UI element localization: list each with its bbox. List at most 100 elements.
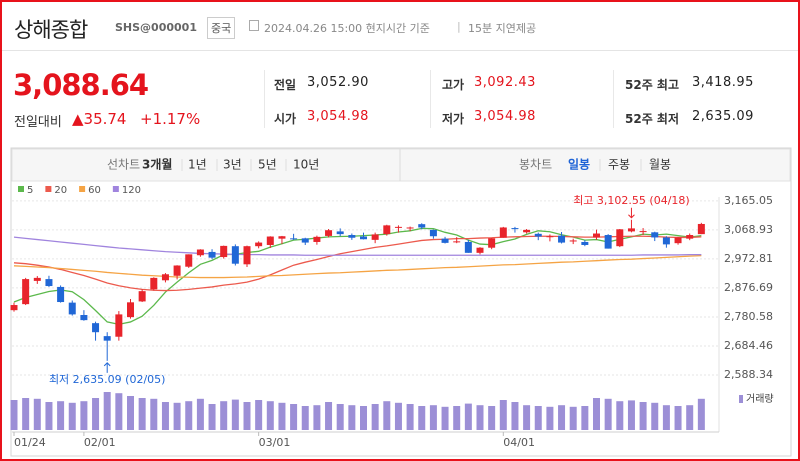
x-tick-label: 01/24 [14,436,46,449]
y-tick-label: 3,165.05 [724,194,773,207]
volume-bar [103,392,111,430]
stat-label: 고가 [442,78,465,92]
timestamp: 2024.04.26 15:00 현지시간 기준 [264,22,430,35]
volume-bar [394,402,402,430]
period-tab[interactable]: 1년 [188,158,207,172]
candle-body [558,235,566,243]
candle-body [523,229,531,233]
period-tab[interactable]: 월봉 [649,158,671,172]
volume-bar [185,401,193,430]
volume-bar [173,402,181,430]
candle-body [546,236,554,238]
chart-frame [10,147,792,457]
candle-body [103,336,111,341]
tab-label: 봉차트 [519,158,552,172]
candle-body [371,234,379,240]
volume-bar [301,406,309,430]
period-tab[interactable]: 10년 [293,158,319,172]
annotation: 최저 2,635.09 (02/05) [49,373,166,386]
volume-bar [208,404,216,430]
candle-body [220,245,228,258]
volume-bar [418,406,426,430]
moving-average [13,236,702,256]
volume-bar [33,398,41,430]
candle-body [150,277,158,290]
legend-label: 5 [27,185,33,196]
candle-body [301,238,309,243]
candle-body [697,223,705,235]
period-tab[interactable]: 일봉 [568,158,590,172]
volume-bar [383,401,391,430]
separator [430,70,431,128]
stat-label: 전일 [274,78,297,92]
delay-note: 15분 지연제공 [468,22,537,35]
volume-bar [686,405,694,430]
volume-bar [371,404,379,430]
x-tick-label: 03/01 [259,436,291,449]
market-tag: 중국 [207,17,236,39]
annotation-arrowhead [103,362,111,367]
moving-average [13,227,702,326]
stat-label: 시가 [274,112,297,126]
x-tick-label: 04/01 [503,436,535,449]
volume-bar [138,398,146,430]
candle-body [616,229,624,247]
index-title: 상해종합 [14,18,88,42]
volume-bar [68,402,76,430]
volume-bar [523,405,531,430]
candle-body [593,233,600,238]
volume-bar [290,404,298,430]
stat-label: 52주 최고 [625,78,679,92]
candle-body [674,237,682,244]
candle-body [115,314,123,337]
candle-body [499,227,507,238]
volume-bar [22,398,30,430]
candle-body [336,231,344,235]
candle-body [627,228,635,232]
candle-body [92,323,100,333]
volume-bar [581,406,589,430]
volume-bar [115,393,123,430]
candle-body [662,237,670,245]
price: 3,088.64 [13,68,149,102]
candle-body [313,236,321,242]
volume-bar [45,402,53,430]
volume-bar [406,404,414,430]
candle-body [266,236,274,245]
volume-bar [150,398,158,430]
candle-body [208,251,216,258]
divider [2,50,798,51]
volume-bar [10,400,18,430]
y-tick-label: 2,684.46 [724,339,773,352]
volume-bar [639,402,647,430]
separator: | [457,20,461,33]
candle-body [185,254,193,267]
candle-body [581,241,589,245]
legend-label: 60 [88,185,101,196]
period-tab[interactable]: 주봉 [608,158,630,172]
candle-body [406,227,414,229]
stat-label: 52주 최저 [625,112,679,126]
tab-bar [11,148,791,182]
candle-body [196,249,204,256]
volume-bar [488,406,496,430]
volume-bar [313,405,321,430]
volume-bar [92,398,100,430]
period-tab[interactable]: 5년 [258,158,277,172]
volume-bar [429,405,437,430]
legend-swatch [739,395,743,403]
volume-bar [464,403,472,430]
candle-body [138,291,146,302]
volume-bar [243,402,251,430]
candle-body [511,228,519,230]
legend-swatch [18,186,24,192]
candle-body [639,231,647,233]
volume-bar [231,399,239,430]
volume-bar [569,406,577,430]
volume-bar [697,398,705,430]
candle-body [290,238,298,240]
candle-body [173,265,181,276]
stat-value: 3,052.90 [307,75,369,90]
period-tab[interactable]: 3개월 [142,157,172,172]
period-tab[interactable]: 3년 [223,158,242,172]
